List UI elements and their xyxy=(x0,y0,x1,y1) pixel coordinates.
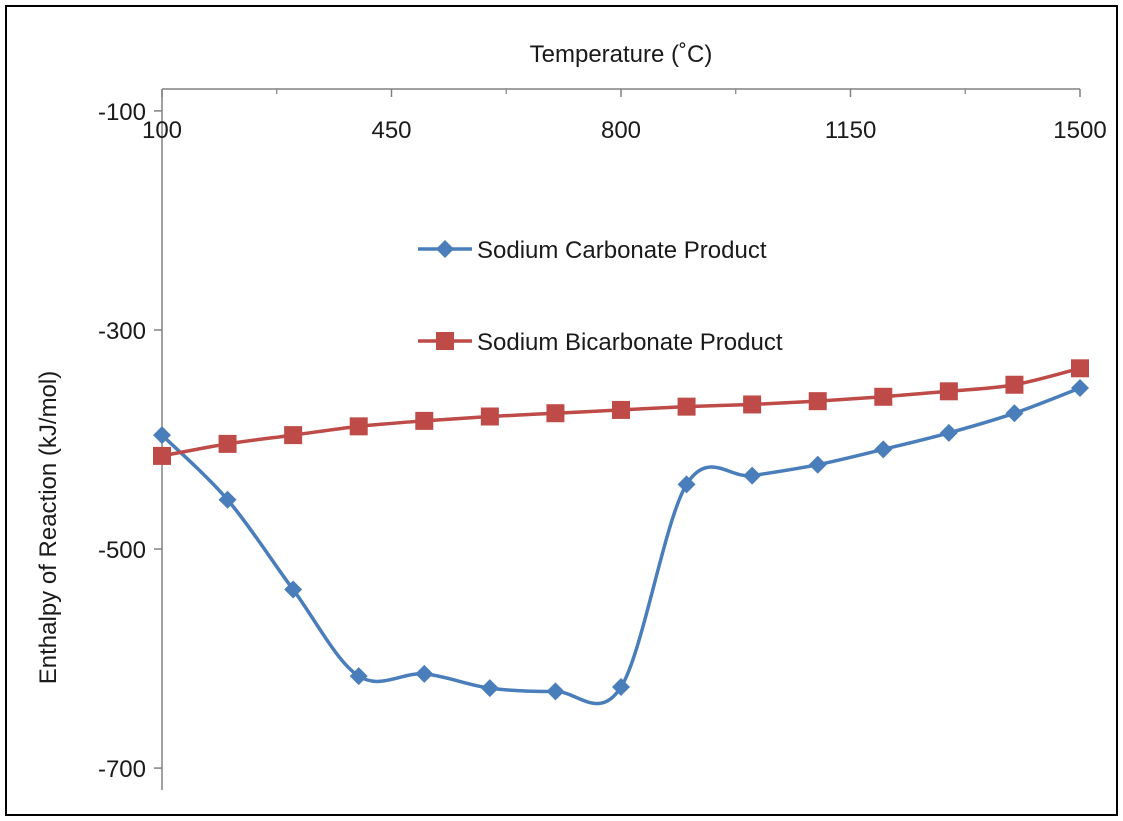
data-point-sodium-bicarbonate-product-1100 xyxy=(808,392,827,411)
data-point-sodium-carbonate-product-400 xyxy=(349,667,368,686)
legend-item-sodium-bicarbonate: Sodium Bicarbonate Product xyxy=(418,329,783,356)
x-tick-label-450: 450 xyxy=(371,117,411,144)
data-point-sodium-bicarbonate-product-1200 xyxy=(874,387,893,406)
data-point-sodium-carbonate-product-100 xyxy=(153,426,171,445)
data-point-sodium-carbonate-product-300 xyxy=(284,580,303,599)
legend-label-sodium-bicarbonate: Sodium Bicarbonate Product xyxy=(477,329,783,356)
data-point-sodium-carbonate-product-1000 xyxy=(743,466,762,485)
data-point-sodium-bicarbonate-product-1400 xyxy=(1005,375,1024,394)
x-tick-label-1150: 1150 xyxy=(825,117,877,144)
data-point-sodium-bicarbonate-product-300 xyxy=(284,426,303,445)
data-point-sodium-bicarbonate-product-600 xyxy=(480,407,499,426)
legend: Sodium Carbonate Product Sodium Bicarbon… xyxy=(418,237,783,356)
legend-label-sodium-carbonate: Sodium Carbonate Product xyxy=(477,237,767,264)
legend-item-sodium-carbonate: Sodium Carbonate Product xyxy=(418,237,767,264)
data-point-sodium-bicarbonate-product-800 xyxy=(612,400,630,419)
x-tick-label-1500: 1500 xyxy=(1053,117,1106,144)
x-axis-title: Temperature (˚C) xyxy=(530,41,713,68)
data-point-sodium-bicarbonate-product-900 xyxy=(677,397,696,416)
series-sodium-carbonate-product xyxy=(153,379,1089,706)
data-point-sodium-carbonate-product-1400 xyxy=(1005,404,1024,423)
y-axis-ticks: -100 -300 -500 -700 xyxy=(98,99,162,783)
x-tick-label-100: 100 xyxy=(142,117,182,144)
data-point-sodium-bicarbonate-product-100 xyxy=(153,446,171,465)
data-point-sodium-bicarbonate-product-1000 xyxy=(743,395,762,414)
data-point-sodium-carbonate-product-1500 xyxy=(1071,379,1089,398)
y-tick-label-700: -700 xyxy=(98,756,146,783)
legend-marker-diamond xyxy=(436,240,454,258)
data-point-sodium-bicarbonate-product-1300 xyxy=(939,382,958,401)
y-tick-label-300: -300 xyxy=(98,318,146,345)
data-point-sodium-carbonate-product-800 xyxy=(612,678,630,697)
data-point-sodium-carbonate-product-500 xyxy=(415,664,434,683)
data-point-sodium-carbonate-product-700 xyxy=(546,682,565,701)
data-point-sodium-carbonate-product-200 xyxy=(218,490,237,509)
axes: 100 450 800 1150 1500 -100 -300 -500 -700 xyxy=(98,88,1107,790)
data-point-sodium-carbonate-product-1300 xyxy=(939,423,958,442)
series-sodium-bicarbonate-product xyxy=(153,359,1089,465)
x-axis-ticks: 100 450 800 1150 1500 xyxy=(142,89,1107,144)
data-point-sodium-bicarbonate-product-1500 xyxy=(1071,359,1089,378)
data-point-sodium-carbonate-product-900 xyxy=(677,475,696,494)
x-tick-label-800: 800 xyxy=(601,117,641,144)
data-point-sodium-carbonate-product-1100 xyxy=(808,455,827,474)
y-axis-title: Enthalpy of Reaction (kJ/mol) xyxy=(35,371,62,684)
y-tick-label-500: -500 xyxy=(98,537,146,564)
data-point-sodium-carbonate-product-1200 xyxy=(874,440,893,459)
data-point-sodium-bicarbonate-product-500 xyxy=(415,411,434,430)
y-tick-label-100: -100 xyxy=(98,99,146,126)
data-point-sodium-carbonate-product-600 xyxy=(480,679,499,698)
data-point-sodium-bicarbonate-product-200 xyxy=(218,434,237,453)
data-point-sodium-bicarbonate-product-700 xyxy=(546,404,565,423)
series-layer xyxy=(153,359,1089,706)
legend-marker-square xyxy=(436,332,454,350)
data-point-sodium-bicarbonate-product-400 xyxy=(349,417,368,436)
